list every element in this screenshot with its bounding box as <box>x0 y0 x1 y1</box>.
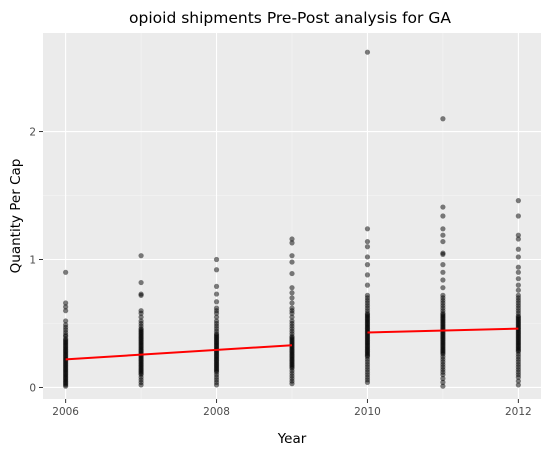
data-point <box>515 382 521 388</box>
data-point <box>515 276 521 282</box>
data-point <box>213 314 220 320</box>
data-point <box>515 378 521 384</box>
data-point <box>63 318 69 324</box>
data-point <box>364 254 371 260</box>
data-point <box>515 232 521 238</box>
chart-title: opioid shipments Pre-Post analysis for G… <box>129 9 451 27</box>
data-point <box>440 213 446 219</box>
y-tick-label: 0 <box>29 382 36 394</box>
data-point <box>440 292 446 298</box>
data-point <box>440 116 446 122</box>
data-point <box>515 254 521 260</box>
data-point <box>440 204 446 210</box>
data-point <box>515 269 521 275</box>
data-point <box>63 308 69 314</box>
data-point <box>213 283 220 289</box>
data-point <box>289 295 295 301</box>
data-point <box>515 292 521 298</box>
data-point <box>213 291 220 297</box>
data-point <box>289 240 295 246</box>
x-tick-label: 2010 <box>354 406 381 418</box>
data-point <box>138 318 144 324</box>
x-axis-label: Year <box>277 431 307 447</box>
data-point <box>440 250 446 256</box>
y-axis-label: Quantity Per Cap <box>8 159 24 274</box>
data-point <box>515 287 521 293</box>
data-point <box>289 259 295 265</box>
data-point <box>289 270 295 277</box>
data-point <box>138 308 144 314</box>
data-point <box>289 314 295 320</box>
data-point <box>213 305 220 311</box>
data-point <box>289 253 295 259</box>
data-point <box>138 314 144 320</box>
data-point <box>364 49 371 55</box>
data-point <box>440 375 446 382</box>
data-point <box>440 383 446 389</box>
data-point <box>515 213 521 219</box>
data-point <box>364 226 371 232</box>
data-point <box>289 285 295 291</box>
y-tick-label: 1 <box>29 255 36 267</box>
x-tick-label: 2012 <box>505 406 532 418</box>
data-point <box>440 262 446 268</box>
data-point <box>63 269 69 275</box>
data-point <box>364 244 371 250</box>
data-point <box>63 322 69 328</box>
data-point <box>63 304 69 310</box>
data-point <box>515 264 521 270</box>
x-tick-label: 2008 <box>203 406 230 418</box>
x-tick-label: 2006 <box>52 406 79 418</box>
data-point <box>440 232 446 238</box>
fit-lines <box>65 327 519 361</box>
data-point <box>289 318 295 324</box>
data-point <box>364 238 371 245</box>
data-point <box>289 305 295 311</box>
data-point <box>515 282 521 288</box>
fit-line <box>65 344 293 361</box>
data-point <box>515 236 521 242</box>
data-point <box>289 236 295 242</box>
data-point <box>289 290 295 296</box>
data-point <box>440 269 446 275</box>
data-point <box>440 379 446 385</box>
data-point <box>364 272 371 278</box>
y-tick-label: 2 <box>29 127 36 139</box>
axis-ticks <box>39 131 519 403</box>
data-point <box>138 279 144 286</box>
data-point <box>213 256 220 263</box>
data-point <box>364 262 371 268</box>
data-point <box>515 198 521 204</box>
data-point <box>364 282 371 288</box>
data-point <box>440 285 446 291</box>
data-point <box>213 299 220 305</box>
data-point <box>138 291 144 297</box>
data-point <box>440 226 446 232</box>
data-point <box>63 300 69 306</box>
data-point <box>289 300 295 306</box>
data-point <box>364 292 371 298</box>
data-point <box>440 238 446 245</box>
data-points <box>63 49 521 389</box>
data-point <box>440 277 446 283</box>
data-point <box>213 267 220 273</box>
fit-line <box>367 327 519 334</box>
data-point <box>213 318 220 324</box>
data-point <box>138 253 144 259</box>
data-point <box>515 246 521 252</box>
